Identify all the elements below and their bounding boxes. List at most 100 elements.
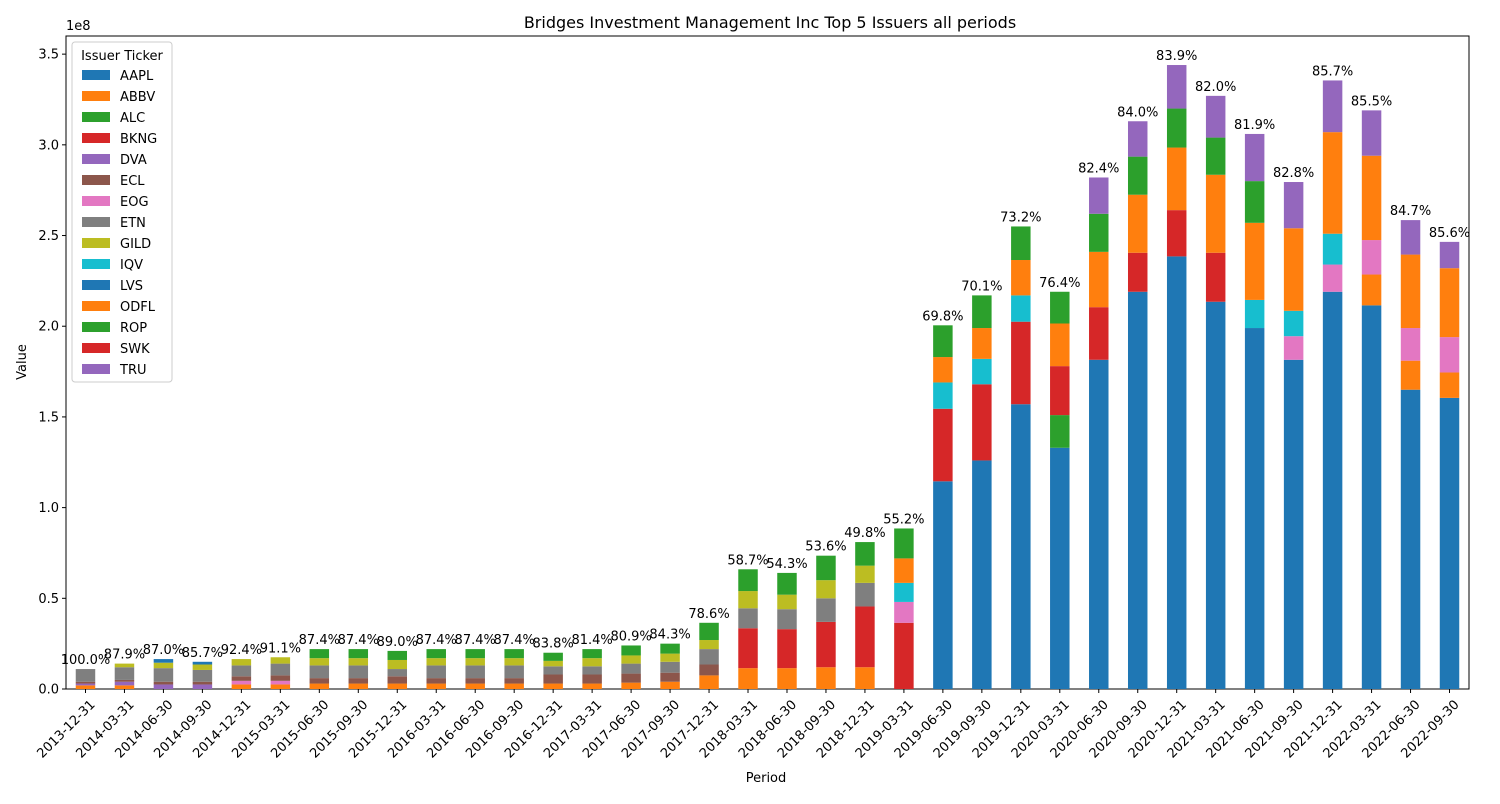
bar-segment-etn	[75, 669, 96, 682]
bar-segment-ecl	[504, 678, 524, 684]
y-tick-label: 1.5	[38, 410, 59, 425]
bar-segment-rop	[699, 622, 719, 641]
bar-percent-label: 87.0%	[143, 643, 184, 658]
bar-percent-label: 87.4%	[455, 633, 496, 648]
bar-segment-ecl	[348, 678, 369, 684]
bar-segment-bkng	[972, 384, 992, 461]
bar-segment-rop	[660, 643, 680, 654]
bar-percent-label: 85.7%	[182, 646, 223, 661]
legend-label-odfl: ODFL	[120, 300, 156, 315]
bar-segment-gild	[231, 659, 252, 666]
bar-percent-label: 87.4%	[494, 633, 535, 648]
bar-percent-label: 49.8%	[844, 526, 885, 541]
y-tick-label: 2.5	[38, 229, 59, 244]
bar-segment-rop	[621, 645, 641, 656]
bar-percent-label: 82.0%	[1195, 80, 1236, 95]
bar-segment-eog	[1439, 337, 1460, 373]
bar-segment-eog	[270, 680, 291, 685]
bar-segment-odfl	[1089, 251, 1109, 308]
legend-swatch-ecl	[82, 175, 110, 185]
bar-segment-abbv	[309, 683, 330, 689]
bar-percent-label: 87.4%	[299, 633, 340, 648]
legend-swatch-etn	[82, 217, 110, 227]
bar-segment-ecl	[621, 673, 641, 683]
y-tick-label: 3.5	[38, 48, 59, 63]
bar-percent-label: 73.2%	[1000, 210, 1041, 225]
bar-segment-ecl	[153, 681, 174, 685]
legend-label-ecl: ECL	[120, 174, 145, 189]
bar-segment-odfl	[1400, 254, 1421, 329]
bar-segment-ecl	[270, 675, 291, 681]
bar-segment-gild	[621, 655, 641, 664]
bar-segment-dva	[75, 683, 96, 686]
bar-segment-etn	[231, 665, 252, 677]
bar-segment-gild	[309, 658, 330, 666]
y-axis-label: Value	[15, 344, 30, 380]
bar-segment-eog	[1283, 336, 1304, 360]
y-tick-label: 0.0	[38, 683, 59, 698]
bar-segment-iqv	[1244, 299, 1265, 329]
bar-segment-ecl	[660, 672, 680, 682]
bar-percent-label: 80.9%	[610, 629, 651, 644]
bar-segment-aapl	[1400, 389, 1421, 689]
bar-percent-label: 81.4%	[571, 633, 612, 648]
bar-segment-abbv	[75, 685, 96, 689]
bar-segment-aapl	[1439, 397, 1460, 689]
bar-segment-bkng	[1089, 307, 1109, 360]
bar-segment-rop	[777, 572, 797, 595]
bar-segment-etn	[192, 669, 213, 682]
bar-segment-odfl	[1205, 174, 1226, 253]
bar-segment-abbv	[348, 683, 369, 689]
bar-segment-abbv	[270, 684, 291, 689]
legend-title: Issuer Ticker	[81, 49, 163, 64]
bar-segment-rop	[855, 542, 875, 566]
bar-segment-aapl	[1361, 305, 1382, 689]
bar-segment-gild	[738, 591, 758, 609]
legend-swatch-abbv	[82, 91, 110, 101]
bar-segment-rop	[933, 325, 953, 358]
y-offset-label: 1e8	[66, 19, 91, 34]
bar-segment-aapl	[1127, 291, 1148, 689]
bar-segment-aapl	[972, 460, 992, 689]
bar-segment-abbv	[465, 683, 485, 689]
bar-segment-lvs	[192, 661, 213, 665]
bar-segment-bkng	[738, 628, 758, 669]
bar-segment-ecl	[75, 681, 96, 684]
bar-segment-abbv	[660, 681, 680, 689]
legend-label-etn: ETN	[120, 216, 146, 231]
bar-segment-iqv	[894, 582, 914, 602]
bar-percent-label: 82.8%	[1273, 166, 1314, 181]
bar-segment-eog	[1322, 264, 1343, 292]
legend-swatch-eog	[82, 196, 110, 206]
bar-segment-iqv	[1283, 310, 1304, 337]
bar-segment-bkng	[933, 408, 953, 482]
bar-segment-iqv	[972, 358, 992, 385]
bar-segment-rop	[348, 649, 369, 659]
bar-segment-dva	[192, 684, 213, 689]
legend-label-dva: DVA	[120, 153, 147, 168]
bar-percent-label: 85.6%	[1429, 226, 1470, 241]
legend-swatch-dva	[82, 154, 110, 164]
bar-segment-etn	[465, 665, 485, 679]
bar-percent-label: 58.7%	[727, 553, 768, 568]
legend-swatch-swk	[82, 343, 110, 353]
bar-segment-gild	[192, 664, 213, 670]
bar-segment-gild	[660, 653, 680, 662]
bar-percent-label: 92.4%	[221, 643, 262, 658]
bar-percent-label: 91.1%	[260, 641, 301, 656]
bar-segment-abbv	[582, 683, 602, 689]
bar-segment-dva	[1205, 95, 1226, 138]
legend-swatch-bkng	[82, 133, 110, 143]
bar-segment-odfl	[1361, 274, 1382, 306]
bar-percent-label: 85.5%	[1351, 94, 1392, 109]
bar-segment-ecl	[699, 664, 719, 676]
y-tick-label: 0.5	[38, 592, 59, 607]
bar-segment-etn	[114, 667, 135, 680]
bar-segment-dva	[1127, 121, 1148, 157]
bar-segment-odfl	[894, 558, 914, 583]
bar-segment-odfl	[1439, 372, 1460, 398]
bar-segment-ecl	[231, 676, 252, 681]
bar-percent-label: 82.4%	[1078, 161, 1119, 176]
bar-segment-ecl	[426, 678, 446, 684]
